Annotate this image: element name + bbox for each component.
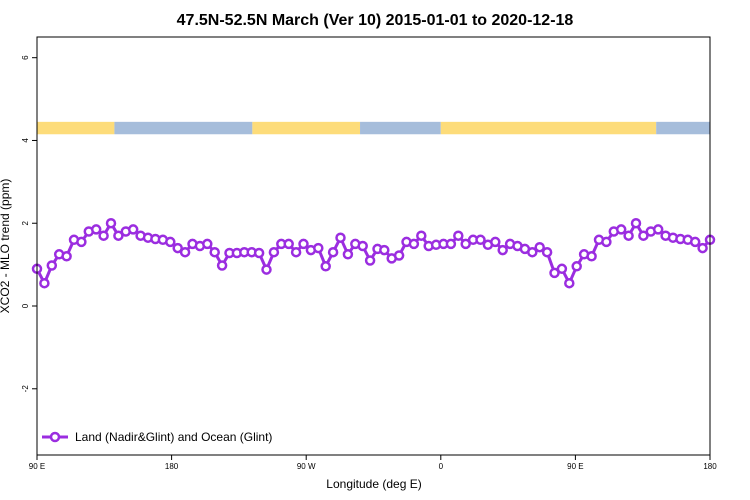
- strip-segment-ocean: [656, 121, 710, 135]
- data-point: [216, 260, 228, 271]
- data-point: [527, 246, 538, 258]
- data-point: [261, 264, 272, 275]
- legend: Land (Nadir&Glint) and Ocean (Glint): [42, 430, 272, 444]
- plot-frame: [36, 36, 711, 456]
- y-tick-label: 0: [21, 303, 30, 308]
- y-tick-label: 4: [21, 138, 30, 143]
- strip-segment-ocean: [360, 121, 441, 135]
- x-axis: 90 E 180 90 W 0 90 E 180: [29, 455, 717, 471]
- x-tick-label: 90 W: [297, 462, 316, 471]
- data-point: [556, 263, 568, 275]
- data-point: [39, 277, 50, 289]
- data-point: [497, 244, 508, 256]
- data-point: [689, 236, 701, 248]
- strip-segment-land: [37, 121, 115, 135]
- data-point: [209, 246, 220, 258]
- data-point: [615, 224, 627, 235]
- data-point: [601, 236, 612, 248]
- data-point: [379, 244, 390, 256]
- data-point: [460, 238, 471, 250]
- data-point: [416, 230, 427, 241]
- data-point: [172, 242, 183, 254]
- data-point: [586, 251, 597, 262]
- data-point: [623, 230, 634, 241]
- strip-segment-land: [440, 121, 657, 135]
- data-point: [105, 217, 117, 229]
- y-tick-label: 2: [21, 220, 30, 225]
- x-tick-label: 90 E: [567, 462, 583, 471]
- data-point: [408, 238, 420, 250]
- legend-marker-swatch: [49, 431, 61, 443]
- x-tick-label: 180: [165, 462, 179, 471]
- data-point: [283, 238, 294, 250]
- x-tick-label: 180: [703, 462, 717, 471]
- x-tick-label: 0: [439, 462, 444, 471]
- data-point: [697, 242, 708, 254]
- data-point: [98, 230, 109, 241]
- data-point: [268, 246, 280, 258]
- data-point: [335, 232, 346, 243]
- data-point: [541, 246, 553, 258]
- data-point: [202, 238, 213, 250]
- data-point: [313, 242, 324, 254]
- data-point: [127, 224, 139, 235]
- data-point: [490, 236, 501, 248]
- data-point: [571, 261, 582, 272]
- strip-segment-land: [252, 121, 361, 135]
- data-point: [357, 240, 368, 252]
- data-point: [630, 217, 642, 229]
- data-point: [534, 241, 545, 253]
- land-ocean-strip: [37, 121, 710, 135]
- data-point: [298, 238, 309, 250]
- data-point: [445, 238, 457, 250]
- data-point: [90, 224, 102, 235]
- data-point: [179, 246, 191, 258]
- data-point: [549, 267, 560, 279]
- data-point: [76, 236, 87, 248]
- data-point: [453, 230, 464, 241]
- data-point: [165, 236, 176, 248]
- data-point: [475, 234, 486, 246]
- y-axis-label: XCO2 - MLO trend (ppm): [0, 179, 12, 314]
- data-point: [290, 246, 302, 258]
- y-tick-label: 6: [21, 55, 30, 60]
- data-point: [113, 230, 124, 241]
- data-point: [393, 250, 405, 261]
- data-point: [564, 277, 575, 289]
- x-axis-label: Longitude (deg E): [326, 477, 421, 491]
- data-point: [342, 249, 354, 260]
- data-point: [253, 247, 265, 259]
- strip-segment-ocean: [114, 121, 253, 135]
- y-tick-label: -2: [21, 385, 30, 393]
- data-point: [652, 224, 664, 235]
- data-point: [320, 261, 331, 272]
- data-point: [327, 246, 339, 258]
- data-point: [638, 230, 649, 241]
- data-point: [46, 260, 58, 271]
- y-axis: 6 4 2 0 -2: [21, 55, 37, 392]
- x-tick-label: 90 E: [29, 462, 45, 471]
- legend-label: Land (Nadir&Glint) and Ocean (Glint): [75, 430, 272, 444]
- data-point: [364, 255, 376, 266]
- data-point: [61, 251, 72, 262]
- chart-title: 47.5N-52.5N March (Ver 10) 2015-01-01 to…: [177, 12, 574, 29]
